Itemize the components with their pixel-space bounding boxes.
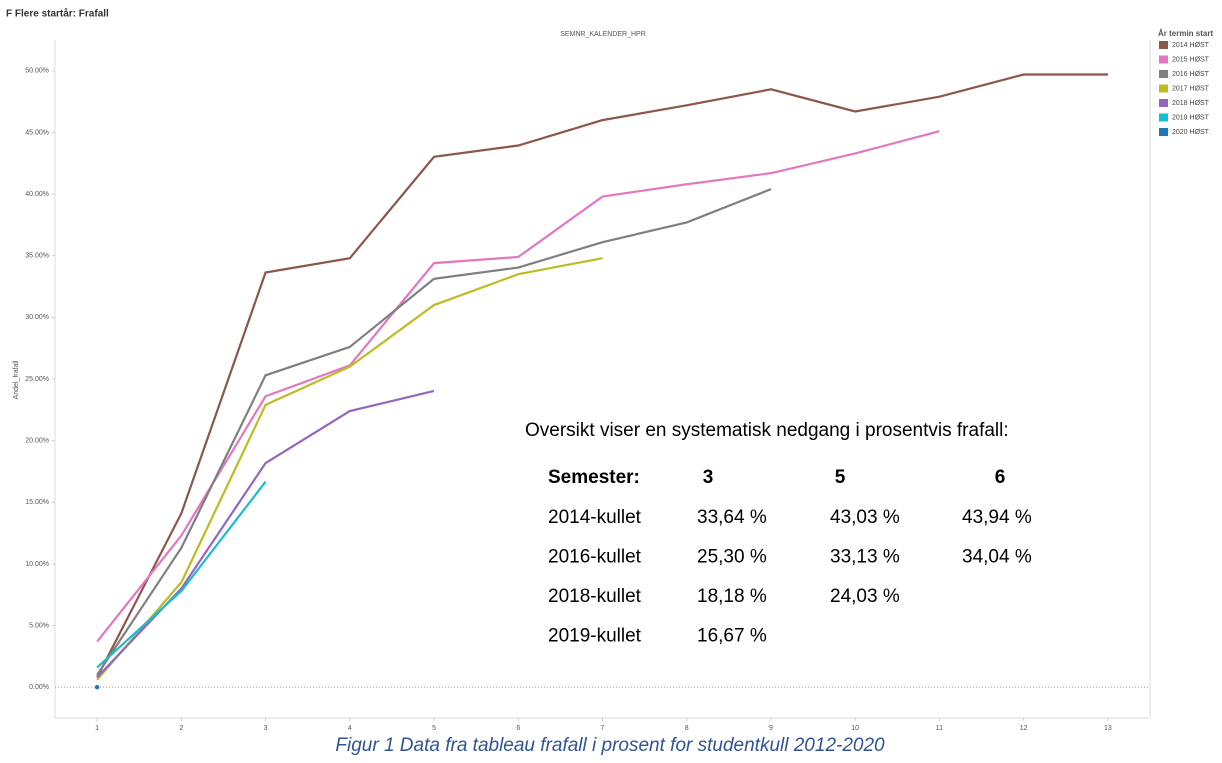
x-tick-label: 7 (601, 725, 605, 732)
table-cell: 16,67 % (697, 626, 767, 647)
y-tick-label: 20.00% (25, 437, 49, 444)
table-header: Semester: (548, 467, 640, 488)
table-header: 5 (835, 467, 846, 488)
legend-label: 2020 HØST (1172, 129, 1210, 136)
series-line (96, 257, 603, 681)
x-tick-label: 2 (179, 725, 183, 732)
table-cell: 34,04 % (962, 547, 1032, 568)
legend-label: 2017 HØST (1172, 85, 1210, 92)
y-tick-label: 45.00% (25, 129, 49, 136)
x-tick-label: 4 (348, 725, 352, 732)
series-point (94, 684, 100, 690)
series-line (96, 73, 1108, 678)
series-line (96, 130, 940, 643)
chart-title: F Flere startår: Frafall (6, 8, 109, 20)
annotation-heading: Oversikt viser en systematisk nedgang i … (525, 420, 1009, 441)
series-line (96, 389, 435, 679)
y-tick-label: 10.00% (25, 561, 49, 568)
table-cell: 18,18 % (697, 586, 767, 607)
table-cell: 43,94 % (962, 507, 1032, 528)
legend-label: 2015 HØST (1172, 56, 1210, 63)
table-header: 3 (703, 467, 714, 488)
y-tick-label: 25.00% (25, 376, 49, 383)
legend-label: 2019 HØST (1172, 114, 1210, 121)
legend-label: 2016 HØST (1172, 71, 1210, 78)
table-cell: 43,03 % (830, 507, 900, 528)
legend-swatch (1159, 70, 1168, 78)
y-axis-label: Andel_frafall (13, 360, 20, 399)
table-cell: 33,64 % (697, 507, 767, 528)
table-cell: 2014-kullet (548, 507, 642, 528)
legend-swatch (1159, 41, 1168, 49)
x-tick-label: 10 (851, 725, 859, 732)
table-cell: 2019-kullet (548, 626, 642, 647)
y-tick-label: 30.00% (25, 314, 49, 321)
y-tick-label: 0.00% (29, 684, 49, 691)
x-tick-label: 11 (936, 725, 943, 732)
table-cell: 2016-kullet (548, 547, 642, 568)
table-header: 6 (995, 467, 1006, 488)
table-cell: 2018-kullet (548, 586, 642, 607)
legend-swatch (1159, 55, 1168, 64)
y-tick-label: 50.00% (25, 68, 49, 75)
legend-swatch (1159, 128, 1168, 136)
y-tick-label: 15.00% (25, 499, 49, 506)
x-tick-label: 8 (685, 725, 689, 732)
legend-label: 2018 HØST (1172, 100, 1210, 107)
x-tick-label: 1 (95, 725, 99, 732)
table-cell: 25,30 % (697, 547, 767, 568)
legend-swatch (1159, 113, 1168, 122)
caption: Figur 1 Data fra tableau frafall i prose… (335, 735, 885, 756)
x-tick-label: 3 (264, 725, 268, 732)
legend-swatch (1159, 84, 1168, 93)
table-cell: 24,03 % (830, 586, 900, 607)
legend-label: 2014 HØST (1172, 42, 1210, 49)
y-tick-label: 40.00% (25, 191, 49, 198)
y-tick-label: 35.00% (25, 253, 49, 260)
legend-swatch (1159, 99, 1168, 107)
x-tick-label: 12 (1020, 725, 1028, 732)
series-line (96, 188, 772, 676)
x-tick-label: 6 (516, 725, 520, 732)
y-tick-label: 5.00% (29, 622, 49, 629)
legend-title: År termin start (1158, 29, 1213, 38)
column-header: SEMNR_KALENDER_HPR (560, 31, 646, 38)
x-tick-label: 9 (769, 725, 773, 732)
x-tick-label: 5 (432, 725, 436, 732)
x-tick-label: 13 (1104, 725, 1112, 732)
table-cell: 33,13 % (830, 547, 900, 568)
series-line (96, 481, 267, 669)
